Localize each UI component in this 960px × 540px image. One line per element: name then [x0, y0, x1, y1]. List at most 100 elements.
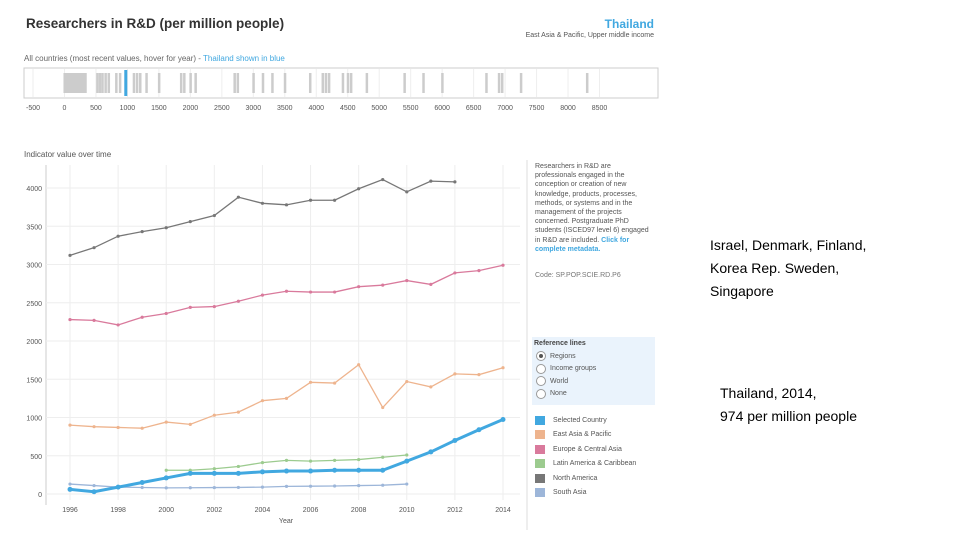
- country-bar: [135, 73, 139, 93]
- y-tick-label: 1000: [26, 416, 42, 423]
- note-line: Korea Rep. Sweden,: [710, 260, 840, 276]
- data-point: [381, 455, 385, 459]
- data-point: [453, 372, 457, 376]
- reference-lines-panel: Reference lines Regions Income groups Worl…: [532, 337, 655, 405]
- data-point: [92, 425, 96, 429]
- strip-tick-label: -500: [26, 105, 40, 112]
- data-point: [380, 467, 386, 473]
- data-point: [67, 486, 73, 492]
- data-point: [333, 381, 337, 385]
- data-point: [140, 485, 144, 490]
- radio-regions[interactable]: Regions: [532, 350, 655, 363]
- data-point: [429, 179, 433, 183]
- note-bottom: Thailand, 2014, 974 per million people: [720, 382, 857, 428]
- country-bar: [157, 73, 161, 93]
- note-line: Thailand, 2014,: [720, 385, 817, 401]
- legend-swatch: [535, 459, 545, 469]
- radio-world[interactable]: World: [532, 375, 655, 388]
- country-bar: [84, 73, 87, 93]
- country-bar: [519, 73, 523, 93]
- legend-label: Latin America & Caribbean: [553, 460, 637, 468]
- y-tick-label: 0: [38, 492, 42, 499]
- legend-label: Europe & Central Asia: [553, 445, 622, 453]
- legend-label: Selected Country: [553, 416, 607, 424]
- country-bar: [65, 73, 68, 93]
- legend-item[interactable]: Europe & Central Asia: [535, 442, 636, 457]
- legend-swatch: [535, 430, 545, 440]
- legend-label: North America: [553, 474, 598, 482]
- data-point: [500, 416, 506, 422]
- data-point: [68, 423, 72, 427]
- country-bar: [271, 73, 274, 93]
- radio-income-groups[interactable]: Income groups: [532, 363, 655, 376]
- data-point: [405, 453, 409, 457]
- country-distribution-strip[interactable]: -500 0 500 1000 1500 2000 2500 3000 3500 4000 4500…: [0, 60, 670, 116]
- strip-tick-label: 6500: [466, 105, 482, 112]
- data-point: [404, 458, 410, 464]
- strip-tick-label: 6000: [434, 105, 450, 112]
- strip-tick-label: 500: [90, 105, 102, 112]
- data-point: [381, 405, 385, 410]
- data-point: [284, 289, 289, 293]
- country-bar: [585, 73, 589, 93]
- x-tick-label: 1996: [62, 507, 78, 514]
- country-bar: [308, 73, 312, 93]
- legend-item[interactable]: Selected Country: [535, 413, 636, 428]
- data-point: [164, 420, 168, 424]
- country-bar: [118, 73, 122, 93]
- data-point: [308, 468, 314, 474]
- y-tick-label: 1500: [26, 377, 42, 384]
- legend-item[interactable]: North America: [535, 471, 636, 486]
- data-point: [163, 475, 169, 481]
- data-point: [211, 470, 217, 476]
- x-tick-label: 2014: [495, 507, 511, 514]
- data-point: [188, 486, 192, 490]
- country-bar: [63, 73, 66, 93]
- strip-tick-label: 2000: [183, 105, 199, 112]
- data-point: [284, 484, 289, 488]
- legend-item[interactable]: Latin America & Caribbean: [535, 457, 636, 472]
- note-line: 974 per million people: [720, 408, 857, 424]
- data-point: [357, 285, 361, 289]
- country-bar: [403, 73, 406, 93]
- data-point: [92, 483, 96, 488]
- strip-tick-label: 5000: [371, 105, 387, 112]
- country-bar: [497, 73, 501, 93]
- line-chart[interactable]: 0 500 1000 1500 2000 2500 3000 3500 4000 1996 1998…: [0, 155, 530, 530]
- data-point: [212, 213, 216, 218]
- data-point: [188, 220, 192, 224]
- data-point: [164, 486, 168, 490]
- country-bar: [321, 73, 325, 93]
- country-bar: [82, 73, 85, 93]
- country-bar: [236, 73, 240, 93]
- data-point: [140, 426, 144, 430]
- country-bar: [115, 73, 118, 93]
- data-point: [308, 484, 313, 488]
- data-point: [333, 484, 337, 488]
- metadata-link[interactable]: Click for complete metadata.: [535, 236, 630, 253]
- legend-item[interactable]: South Asia: [535, 486, 636, 501]
- country-bar: [71, 73, 74, 93]
- country-bar: [189, 73, 192, 93]
- legend-item[interactable]: East Asia & Pacific: [535, 428, 636, 443]
- x-tick-label: 2004: [255, 507, 271, 514]
- data-point: [452, 437, 458, 443]
- data-point: [308, 459, 313, 463]
- country-bar: [261, 73, 265, 93]
- data-point: [356, 467, 362, 473]
- strip-tick-label: 1500: [151, 105, 167, 112]
- data-point: [92, 318, 96, 322]
- data-point: [477, 269, 481, 273]
- legend-swatch: [535, 473, 545, 483]
- data-point: [116, 323, 120, 327]
- country-bar: [74, 73, 78, 93]
- radio-label: None: [550, 390, 567, 398]
- country-name: Thailand: [604, 17, 654, 31]
- x-tick-label: 2012: [447, 507, 463, 514]
- strip-tick-label: 3000: [246, 105, 262, 112]
- country-bar: [98, 73, 102, 93]
- data-point: [260, 399, 265, 403]
- data-point: [453, 180, 457, 184]
- legend-label: East Asia & Pacific: [553, 431, 612, 439]
- radio-none[interactable]: None: [532, 388, 655, 401]
